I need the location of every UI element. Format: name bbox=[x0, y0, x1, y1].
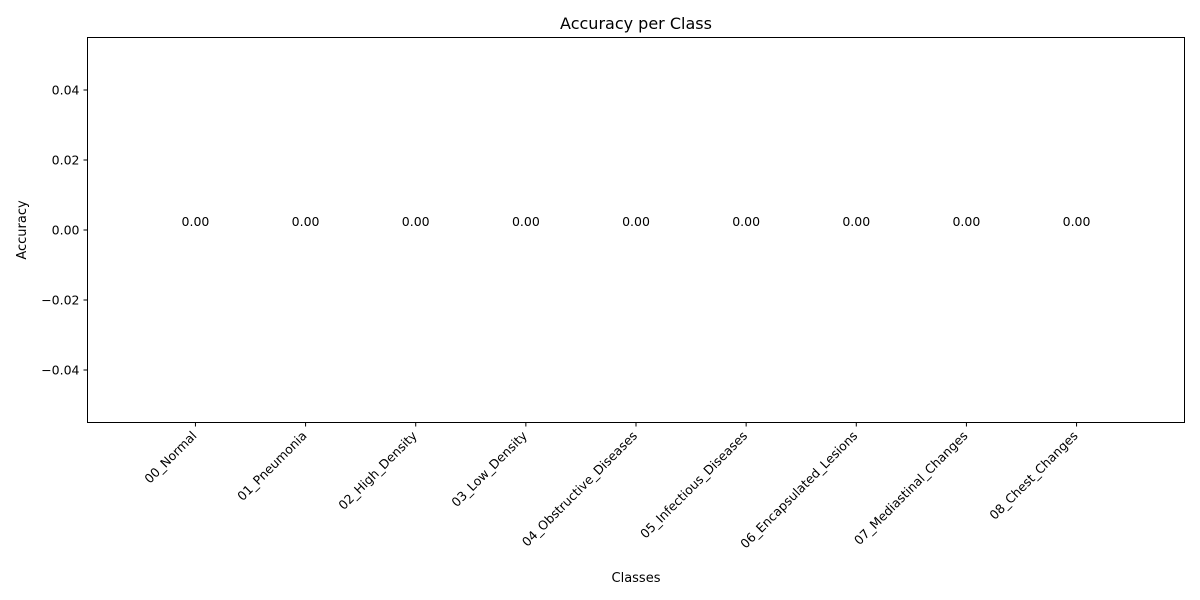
y-axis-label: Accuracy bbox=[15, 200, 30, 260]
x-axis: 00_Normal 01_Pneumonia 02_High_Density 03_L… bbox=[141, 422, 1081, 551]
bar-value-label: 0.00 bbox=[1063, 214, 1091, 229]
bar-value-label: 0.00 bbox=[732, 214, 760, 229]
bar-value-label: 0.00 bbox=[182, 214, 210, 229]
y-axis: −0.04 −0.02 0.00 0.02 0.04 bbox=[41, 83, 88, 378]
bar-value-label: 0.00 bbox=[512, 214, 540, 229]
y-tick-label: 0.04 bbox=[52, 83, 80, 98]
data-label-group: 0.00 0.00 0.00 0.00 0.00 0.00 0.00 0.00 0.00 bbox=[182, 214, 1091, 229]
bar-value-label: 0.00 bbox=[292, 214, 320, 229]
x-tick-label: 04_Obstructive_Diseases bbox=[519, 428, 640, 549]
x-tick-label: 00_Normal bbox=[141, 428, 199, 486]
x-tick-label: 03_Low_Density bbox=[448, 428, 530, 510]
x-tick-label: 06_Encapsulated_Lesions bbox=[737, 428, 860, 551]
x-tick-label: 01_Pneumonia bbox=[234, 428, 310, 504]
bar-value-label: 0.00 bbox=[952, 214, 980, 229]
bar-value-label: 0.00 bbox=[622, 214, 650, 229]
x-tick-label: 07_Mediastinal_Changes bbox=[851, 428, 971, 548]
y-tick-label: −0.02 bbox=[41, 293, 79, 308]
bar-value-label: 0.00 bbox=[402, 214, 430, 229]
x-tick-label: 05_Infectious_Diseases bbox=[637, 428, 750, 541]
y-tick-label: 0.00 bbox=[52, 223, 80, 238]
y-tick-label: 0.02 bbox=[52, 153, 80, 168]
y-tick-label: −0.04 bbox=[41, 363, 79, 378]
bar-value-label: 0.00 bbox=[842, 214, 870, 229]
chart-title: Accuracy per Class bbox=[560, 14, 712, 33]
x-tick-label: 08_Chest_Changes bbox=[986, 428, 1080, 522]
x-axis-label: Classes bbox=[612, 571, 661, 586]
plot-area-frame bbox=[87, 37, 1185, 423]
x-tick-label: 02_High_Density bbox=[335, 428, 420, 513]
